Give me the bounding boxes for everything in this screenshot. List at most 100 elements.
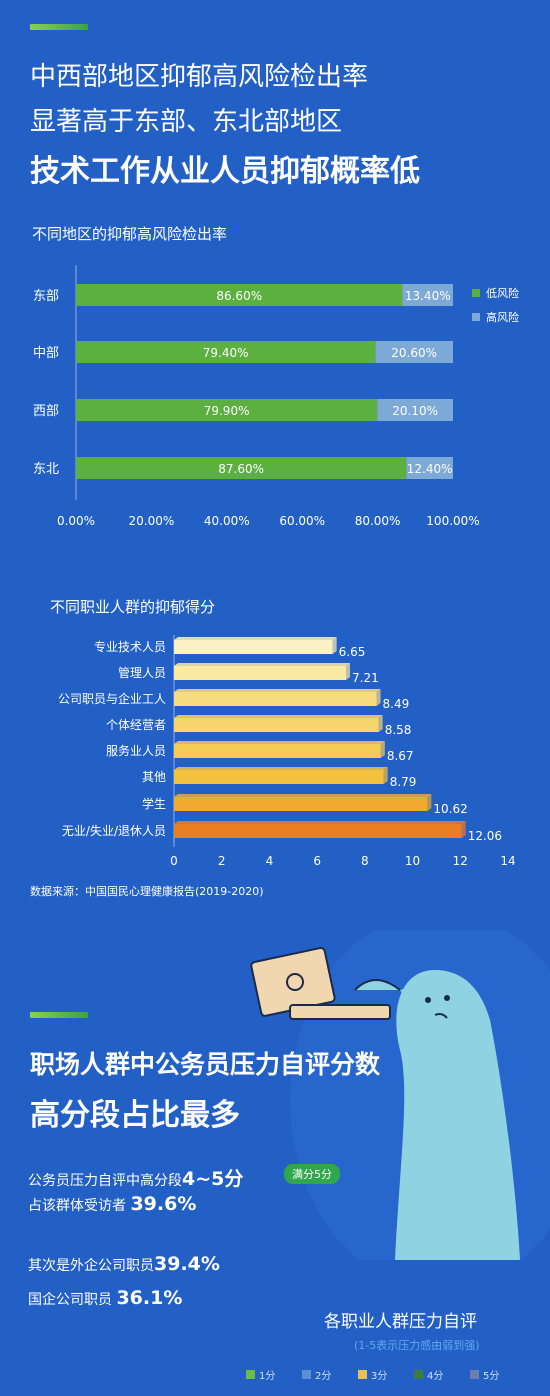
para-2-text: 占该群体受访者 bbox=[28, 1198, 126, 1214]
legend-swatch bbox=[472, 313, 480, 321]
category-label: 公司职员与企业工人 bbox=[58, 691, 166, 706]
para-4-value: 36.1% bbox=[116, 1287, 183, 1309]
bar-segment bbox=[76, 341, 376, 363]
bar bbox=[174, 744, 381, 758]
chart3-legend: 1分 2分 3分 4分 5分 bbox=[246, 1370, 499, 1382]
data-label: 13.40% bbox=[405, 289, 451, 303]
chart1-title: 不同地区的抑郁高风险检出率 bbox=[32, 225, 228, 243]
data-label: 20.60% bbox=[391, 346, 437, 360]
data-label: 6.65 bbox=[339, 645, 366, 659]
category-label: 其他 bbox=[142, 770, 166, 784]
x-tick-label: 0.00% bbox=[57, 514, 95, 528]
legend-label: 5分 bbox=[483, 1370, 499, 1382]
bar-side-face bbox=[380, 741, 385, 758]
data-label: 20.10% bbox=[392, 404, 438, 418]
legend-swatch bbox=[246, 1370, 255, 1379]
x-tick-label: 12 bbox=[453, 854, 468, 868]
bar-segment bbox=[375, 341, 453, 363]
data-label: 8.79 bbox=[390, 775, 417, 789]
para-4: 国企公司职员 36.1% bbox=[28, 1287, 182, 1309]
pointing-hand-icon bbox=[354, 979, 401, 991]
data-label: 7.21 bbox=[352, 671, 379, 685]
category-label: 个体经营者 bbox=[106, 718, 166, 732]
para-3: 其次是外企公司职员39.4% bbox=[28, 1253, 220, 1275]
data-label: 12.40% bbox=[407, 462, 453, 476]
bar bbox=[174, 640, 333, 654]
legend-label: 2分 bbox=[315, 1370, 331, 1382]
legend-swatch bbox=[414, 1370, 423, 1379]
legend-label: 4分 bbox=[427, 1370, 443, 1382]
x-tick-label: 14 bbox=[500, 854, 515, 868]
headline-line-2: 显著高于东部、东北部地区 bbox=[30, 107, 343, 137]
data-label: 79.90% bbox=[204, 404, 250, 418]
bar bbox=[174, 666, 347, 680]
data-label: 8.58 bbox=[385, 723, 412, 737]
bar-side-face bbox=[427, 794, 432, 811]
data-label: 10.62 bbox=[433, 802, 467, 816]
bar-side-face bbox=[378, 715, 383, 732]
bar-segment bbox=[76, 284, 403, 306]
legend-swatch bbox=[358, 1370, 367, 1379]
category-label: 学生 bbox=[142, 796, 166, 811]
category-label: 东北 bbox=[33, 462, 59, 477]
para-2: 占该群体受访者 39.6% bbox=[28, 1193, 196, 1215]
para-4-text: 国企公司职员 bbox=[28, 1292, 112, 1308]
bar-segment bbox=[76, 457, 407, 479]
legend-label: 1分 bbox=[259, 1370, 275, 1382]
creature-body bbox=[395, 970, 520, 1260]
occupation-score-chart: 专业技术人员 6.65 管理人员 7.21 公司职员与企业工人 8.49 个体经营者 8.58… bbox=[58, 635, 516, 868]
x-tick-label: 20.00% bbox=[129, 514, 175, 528]
data-source-note: 数据来源：中国国民心理健康报告(2019-2020) bbox=[30, 885, 264, 898]
data-label: 87.60% bbox=[218, 462, 264, 476]
laptop-arm bbox=[400, 985, 460, 1050]
bar-top-face bbox=[174, 794, 432, 797]
legend-swatch bbox=[302, 1370, 311, 1379]
region-risk-chart: 东部 86.60% 13.40% 中部 79.40% 20.60% 西部 79.90% 20.1… bbox=[33, 265, 519, 528]
section2-headline-1: 职场人群中公务员压力自评分数 bbox=[30, 1050, 381, 1079]
bar-top-face bbox=[174, 767, 388, 770]
chart3-subtitle: (1-5表示压力感由弱到强) bbox=[354, 1339, 480, 1352]
x-tick-label: 80.00% bbox=[355, 514, 401, 528]
x-tick-label: 100.00% bbox=[426, 514, 479, 528]
legend-label: 3分 bbox=[371, 1370, 387, 1382]
category-label: 东部 bbox=[33, 289, 59, 304]
bar-segment bbox=[377, 399, 453, 421]
chart2-title: 不同职业人群的抑郁得分 bbox=[50, 598, 216, 616]
legend-swatch bbox=[472, 289, 480, 297]
para-1: 公务员压力自评中高分段4~5分 bbox=[28, 1164, 243, 1191]
bar-top-face bbox=[174, 821, 466, 824]
category-label: 专业技术人员 bbox=[94, 639, 166, 654]
bar-side-face bbox=[376, 689, 381, 706]
category-label: 管理人员 bbox=[118, 665, 166, 680]
para-1-value: 4~5分 bbox=[182, 1168, 244, 1190]
headline-line-1: 中西部地区抑郁高风险检出率 bbox=[30, 62, 369, 92]
bar bbox=[174, 770, 384, 784]
chart3-title: 各职业人群压力自评 bbox=[324, 1312, 477, 1332]
section2-headline-2: 高分段占比最多 bbox=[30, 1098, 240, 1133]
laptop-base bbox=[289, 1004, 391, 1020]
bar-side-face bbox=[332, 637, 337, 654]
para-3-value: 39.4% bbox=[154, 1253, 220, 1275]
legend-swatch bbox=[470, 1370, 479, 1379]
bar-top-face bbox=[174, 637, 337, 640]
legend-label: 高风险 bbox=[486, 310, 519, 324]
bar-top-face bbox=[174, 689, 381, 692]
x-tick-label: 8 bbox=[361, 854, 369, 868]
accent-bar-bottom bbox=[30, 1012, 88, 1018]
x-tick-label: 2 bbox=[218, 854, 226, 868]
x-tick-label: 60.00% bbox=[279, 514, 325, 528]
bar-segment bbox=[406, 457, 453, 479]
category-label: 中部 bbox=[33, 346, 59, 361]
x-tick-label: 10 bbox=[405, 854, 420, 868]
bar-side-face bbox=[383, 767, 388, 784]
accent-bar-top bbox=[30, 24, 88, 30]
bar-top-face bbox=[174, 715, 383, 718]
laptop-logo-icon bbox=[286, 973, 304, 991]
category-label: 西部 bbox=[33, 404, 59, 419]
category-label: 服务业人员 bbox=[106, 743, 166, 758]
bar-segment bbox=[76, 399, 378, 421]
bar bbox=[174, 692, 377, 706]
x-tick-label: 0 bbox=[170, 854, 178, 868]
para-2-value: 39.6% bbox=[130, 1193, 197, 1215]
data-label: 79.40% bbox=[203, 346, 249, 360]
